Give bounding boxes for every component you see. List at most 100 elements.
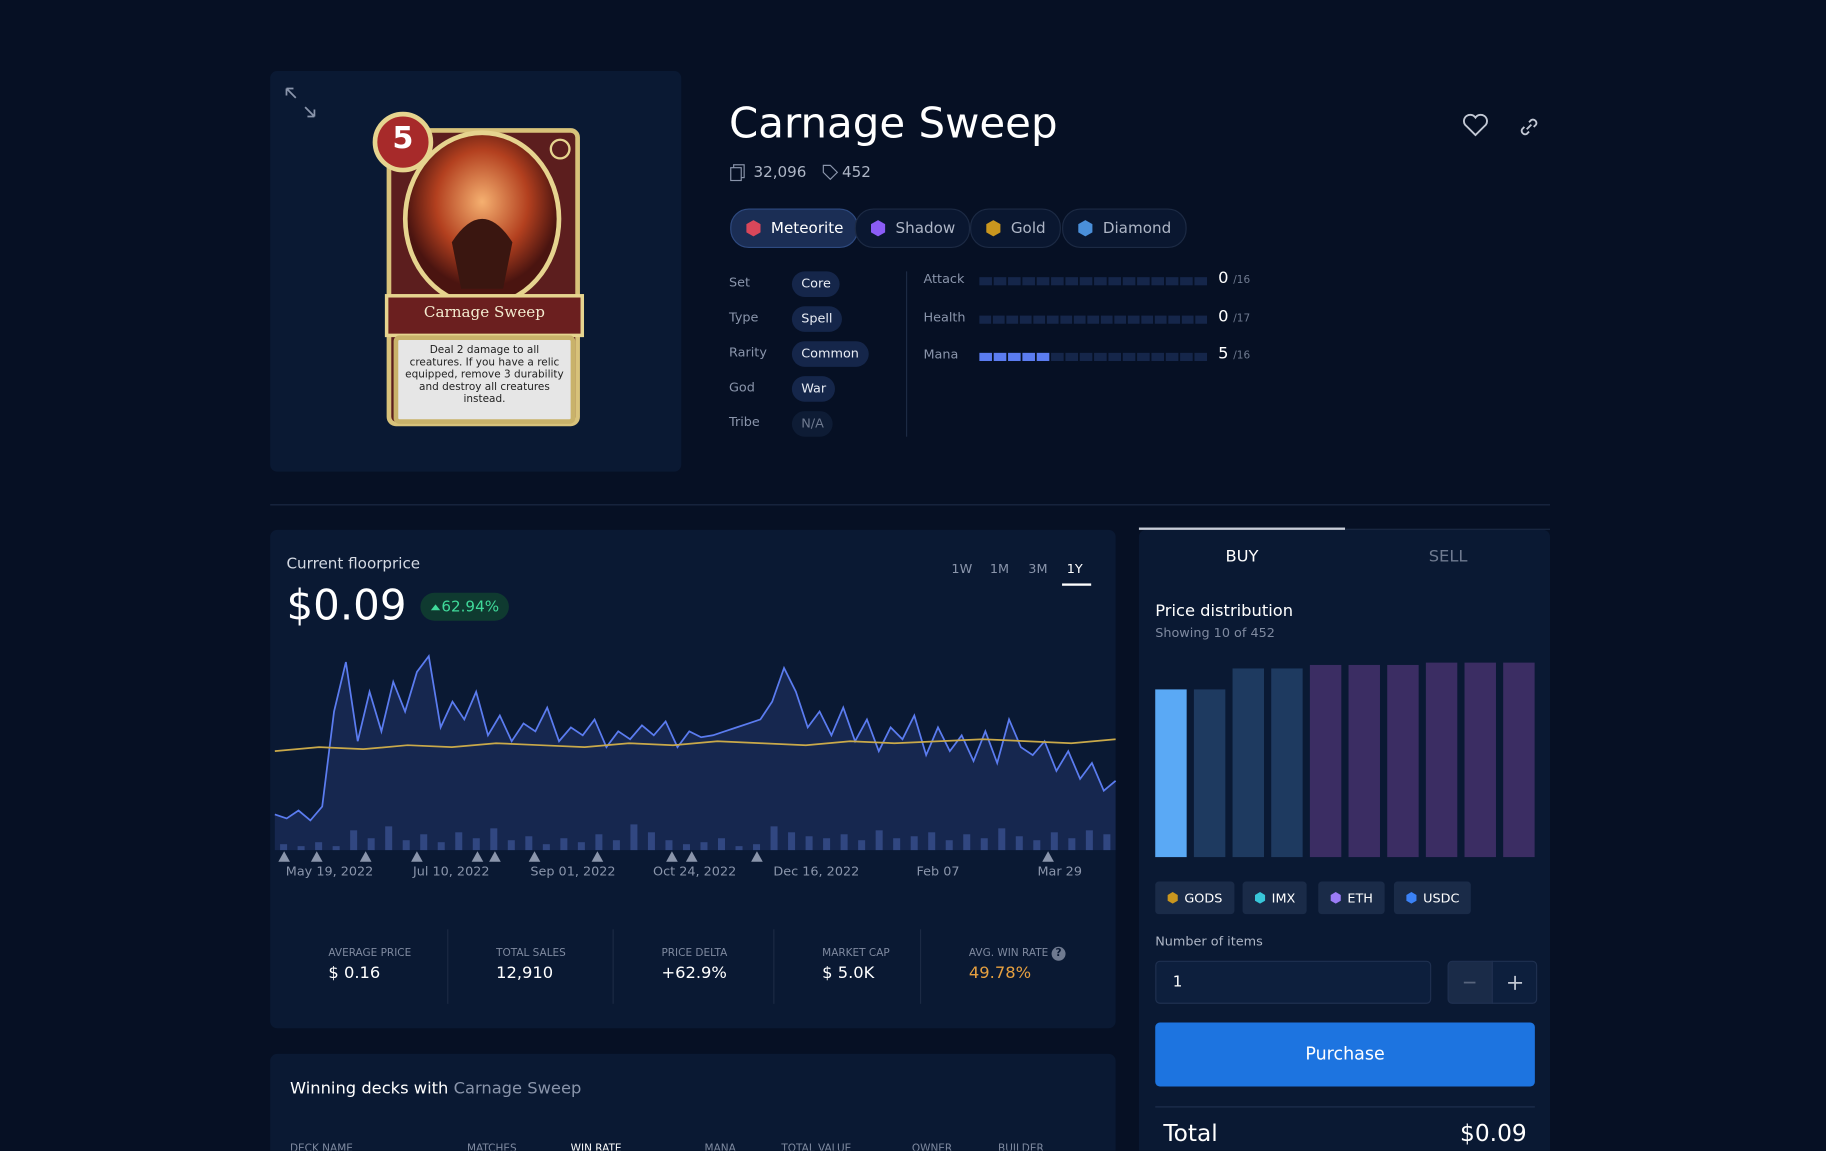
stat-segment [979, 352, 992, 362]
quality-name: Shadow [895, 219, 956, 237]
divider [906, 271, 908, 437]
currency-name: ETH [1347, 890, 1373, 906]
stat-segment [1194, 277, 1208, 286]
volume-bar [630, 824, 638, 851]
stat-segment [1094, 277, 1107, 286]
property-label: Set [729, 274, 751, 290]
tag-icon [822, 164, 839, 181]
items-input[interactable]: 1 [1155, 960, 1432, 1004]
metric-value: $ 5.0K [822, 964, 875, 983]
range-button[interactable]: 3M [1028, 561, 1048, 577]
stat-segment [1151, 352, 1165, 362]
volume-bar [420, 834, 428, 851]
price-area [274, 656, 1116, 851]
volume-bar [700, 842, 708, 851]
volume-bar [437, 842, 445, 851]
stat-segment [1181, 315, 1194, 324]
deck-column-header: TOTAL VALUE [781, 1143, 852, 1151]
currency-button[interactable]: ETH [1318, 881, 1385, 915]
decks-title-card: Carnage Sweep [453, 1079, 582, 1099]
quality-name: Gold [1010, 219, 1046, 237]
decks-title: Winning decks with Carnage Sweep [290, 1080, 581, 1099]
total-label: Total [1163, 1119, 1218, 1148]
quality-name: Diamond [1102, 219, 1172, 237]
volume-bar [507, 840, 515, 851]
stat-bar [979, 277, 1208, 286]
purchase-button[interactable]: Purchase [1155, 1022, 1535, 1087]
favorite-button[interactable] [1463, 113, 1489, 137]
hex [1167, 892, 1178, 904]
volume-bar [332, 846, 340, 851]
price-line [274, 738, 1116, 752]
volume-bar [770, 826, 778, 851]
hex-icon [746, 220, 761, 237]
stat-max: /17 [1233, 312, 1251, 325]
increment-button[interactable] [1491, 960, 1538, 1004]
decrement-button[interactable] [1447, 960, 1493, 1004]
quality-tab[interactable]: Gold [970, 208, 1061, 249]
decks-panel [270, 1053, 1116, 1151]
hex [1406, 892, 1417, 904]
volume-bar [350, 830, 358, 851]
help-icon: ? [1051, 946, 1066, 961]
currency-button[interactable]: GODS [1155, 881, 1234, 915]
stat-segment [1180, 277, 1193, 286]
distribution-bar [1348, 664, 1380, 858]
distribution-bar [1193, 689, 1226, 858]
stat-segment [1065, 277, 1079, 286]
distribution-bar [1425, 662, 1458, 858]
event-markers [278, 851, 1054, 862]
quality-tab[interactable]: Diamond [1062, 208, 1187, 249]
volume-bar [490, 828, 498, 851]
deck-column-header: MATCHES [466, 1143, 517, 1151]
card-art [372, 111, 585, 427]
hex [1330, 892, 1341, 904]
currency-button[interactable]: USDC [1393, 881, 1472, 915]
trade-tab[interactable]: BUY [1225, 547, 1259, 566]
trade-tab[interactable]: SELL [1428, 547, 1468, 566]
expand-icon[interactable] [284, 86, 317, 119]
floorprice-label: Current floorprice [286, 555, 421, 573]
volume-bar [542, 844, 550, 851]
range-button[interactable]: 1W [951, 561, 973, 577]
stat-segment [993, 352, 1007, 362]
quality-tab[interactable]: Shadow [854, 208, 971, 249]
range-button[interactable]: 1M [989, 561, 1010, 577]
x-tick-label: Sep 01, 2022 [530, 865, 615, 880]
active-tab-line [1138, 527, 1346, 530]
stat-segment [1008, 352, 1021, 362]
stat-bar [979, 352, 1208, 362]
quality-tab[interactable]: Meteorite [730, 208, 859, 249]
volume-bar [1015, 836, 1023, 851]
stat-value: 0 [1218, 306, 1229, 326]
distribution-bar [1271, 668, 1303, 858]
stat-segment [1051, 277, 1064, 286]
deck-column-header: BUILDER [998, 1143, 1044, 1151]
property-value: War [791, 376, 836, 402]
stat-segment [1168, 315, 1181, 324]
share-link-button[interactable] [1517, 115, 1540, 138]
stat-max: /16 [1233, 274, 1251, 287]
stat-segment [1036, 277, 1050, 286]
volume-bar [1085, 830, 1093, 851]
tab-line [1345, 528, 1551, 530]
range-underline [1062, 583, 1092, 586]
x-tick-label: Dec 16, 2022 [773, 865, 859, 880]
listings-count: 452 [841, 164, 871, 182]
property-value: Common [791, 341, 869, 367]
volume-bar [595, 834, 603, 851]
currency-button[interactable]: IMX [1242, 881, 1307, 915]
stat-segment [1195, 315, 1208, 324]
volume-bar [1050, 832, 1058, 851]
distribution-bar [1232, 668, 1264, 858]
x-tick-label: Oct 24, 2022 [653, 865, 736, 880]
metric-divider [612, 929, 614, 1004]
stat-segment [1073, 315, 1086, 324]
volume-bar [1033, 840, 1041, 851]
stat-value: 0 [1218, 269, 1229, 288]
currency-name: USDC [1423, 890, 1460, 906]
stat-segment [979, 277, 992, 286]
range-button[interactable]: 1Y [1066, 561, 1083, 577]
price-line [274, 653, 1117, 822]
